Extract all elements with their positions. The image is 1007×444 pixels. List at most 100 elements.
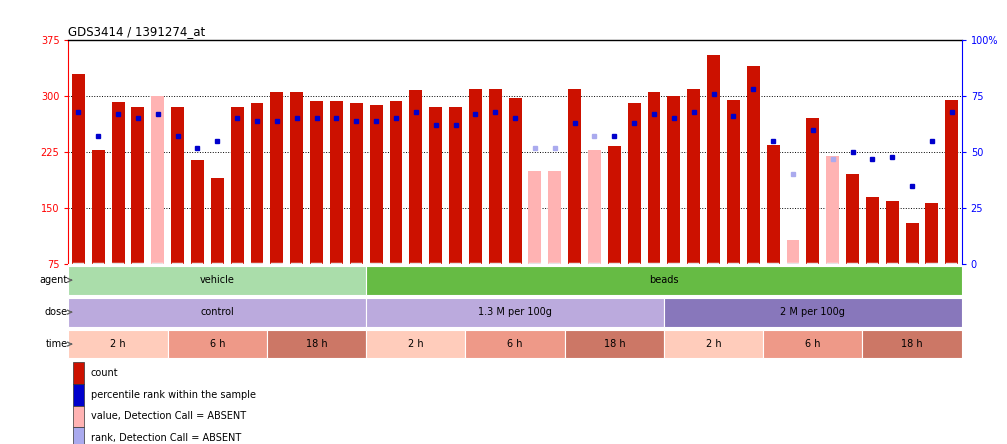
Bar	[664, 298, 962, 326]
Text: beads: beads	[650, 275, 679, 285]
Text: GSM141590: GSM141590	[471, 264, 480, 310]
Text: 18 h: 18 h	[306, 339, 327, 349]
Text: percentile rank within the sample: percentile rank within the sample	[91, 390, 256, 400]
Text: GSM141578: GSM141578	[431, 264, 440, 310]
Text: GDS3414 / 1391274_at: GDS3414 / 1391274_at	[68, 25, 205, 38]
Text: GSM141593: GSM141593	[531, 264, 540, 310]
Bar	[151, 96, 164, 264]
Bar	[73, 405, 84, 427]
Bar	[465, 330, 565, 358]
Bar	[191, 159, 204, 264]
Text: GSM141598: GSM141598	[828, 264, 837, 310]
Text: GSM141613: GSM141613	[907, 264, 916, 310]
Bar	[73, 362, 84, 384]
Bar	[112, 102, 125, 264]
Bar	[68, 266, 367, 294]
Bar	[766, 145, 779, 264]
Text: value, Detection Call = ABSENT: value, Detection Call = ABSENT	[91, 412, 246, 421]
Text: GSM141609: GSM141609	[629, 264, 638, 310]
Text: GSM141577: GSM141577	[411, 264, 420, 310]
Text: 6 h: 6 h	[508, 339, 523, 349]
Text: 2 h: 2 h	[111, 339, 126, 349]
Bar	[390, 101, 403, 264]
Bar	[588, 150, 601, 264]
Text: GSM141592: GSM141592	[511, 264, 520, 310]
Text: GSM141601: GSM141601	[292, 264, 301, 310]
Bar	[786, 239, 800, 264]
Bar	[565, 330, 664, 358]
Text: 18 h: 18 h	[603, 339, 625, 349]
Text: GSM141594: GSM141594	[550, 264, 559, 310]
Text: GSM141583: GSM141583	[729, 264, 738, 310]
Bar	[549, 171, 561, 264]
Bar	[763, 330, 862, 358]
Text: GSM141573: GSM141573	[134, 264, 142, 310]
Text: GSM141599: GSM141599	[848, 264, 857, 310]
Bar	[330, 101, 343, 264]
Bar	[529, 171, 542, 264]
Bar	[68, 330, 168, 358]
Text: GSM141596: GSM141596	[788, 264, 798, 310]
Text: GSM141600: GSM141600	[272, 264, 281, 310]
Bar	[73, 384, 84, 405]
Bar	[747, 66, 759, 264]
Bar	[290, 92, 303, 264]
Text: dose: dose	[44, 307, 67, 317]
Text: GSM141610: GSM141610	[650, 264, 659, 310]
Text: GSM141607: GSM141607	[590, 264, 599, 310]
Bar	[68, 298, 367, 326]
Text: 2 M per 100g: 2 M per 100g	[780, 307, 845, 317]
Bar	[73, 427, 84, 444]
Bar	[509, 98, 522, 264]
Text: vehicle: vehicle	[200, 275, 235, 285]
Text: GSM141584: GSM141584	[749, 264, 758, 310]
Text: GSM141589: GSM141589	[253, 264, 262, 310]
Bar	[687, 88, 700, 264]
Bar	[668, 96, 681, 264]
Bar	[664, 330, 763, 358]
Bar	[568, 88, 581, 264]
Text: GSM141597: GSM141597	[809, 264, 818, 310]
Bar	[92, 150, 105, 264]
Bar	[826, 156, 839, 264]
Bar	[367, 330, 465, 358]
Bar	[846, 174, 859, 264]
Bar	[488, 88, 501, 264]
Text: 2 h: 2 h	[408, 339, 424, 349]
Text: 6 h: 6 h	[209, 339, 226, 349]
Bar	[310, 101, 323, 264]
Text: GSM141586: GSM141586	[193, 264, 202, 310]
Bar	[866, 197, 879, 264]
Bar	[429, 107, 442, 264]
Bar	[905, 223, 918, 264]
Bar	[925, 203, 939, 264]
Bar	[946, 100, 959, 264]
Bar	[367, 266, 962, 294]
Text: control: control	[200, 307, 235, 317]
Text: count: count	[91, 368, 119, 378]
Bar	[231, 107, 244, 264]
Bar	[132, 107, 144, 264]
Bar	[367, 298, 664, 326]
Bar	[469, 88, 481, 264]
Text: GSM141574: GSM141574	[153, 264, 162, 310]
Bar	[449, 107, 462, 264]
Text: GSM141582: GSM141582	[709, 264, 718, 310]
Text: GSM141591: GSM141591	[490, 264, 499, 310]
Text: GSM141588: GSM141588	[233, 264, 242, 310]
Bar	[608, 146, 620, 264]
Text: GSM141608: GSM141608	[610, 264, 619, 310]
Text: GSM141614: GSM141614	[927, 264, 937, 310]
Text: GSM141603: GSM141603	[332, 264, 341, 310]
Text: 6 h: 6 h	[805, 339, 821, 349]
Text: GSM141570: GSM141570	[74, 264, 83, 310]
Text: GSM141611: GSM141611	[868, 264, 877, 310]
Text: GSM141572: GSM141572	[114, 264, 123, 310]
Bar	[807, 119, 820, 264]
Text: GSM141605: GSM141605	[351, 264, 361, 310]
Text: GSM141576: GSM141576	[392, 264, 401, 310]
Text: GSM141581: GSM141581	[689, 264, 698, 310]
Bar	[886, 201, 898, 264]
Bar	[267, 330, 367, 358]
Bar	[707, 55, 720, 264]
